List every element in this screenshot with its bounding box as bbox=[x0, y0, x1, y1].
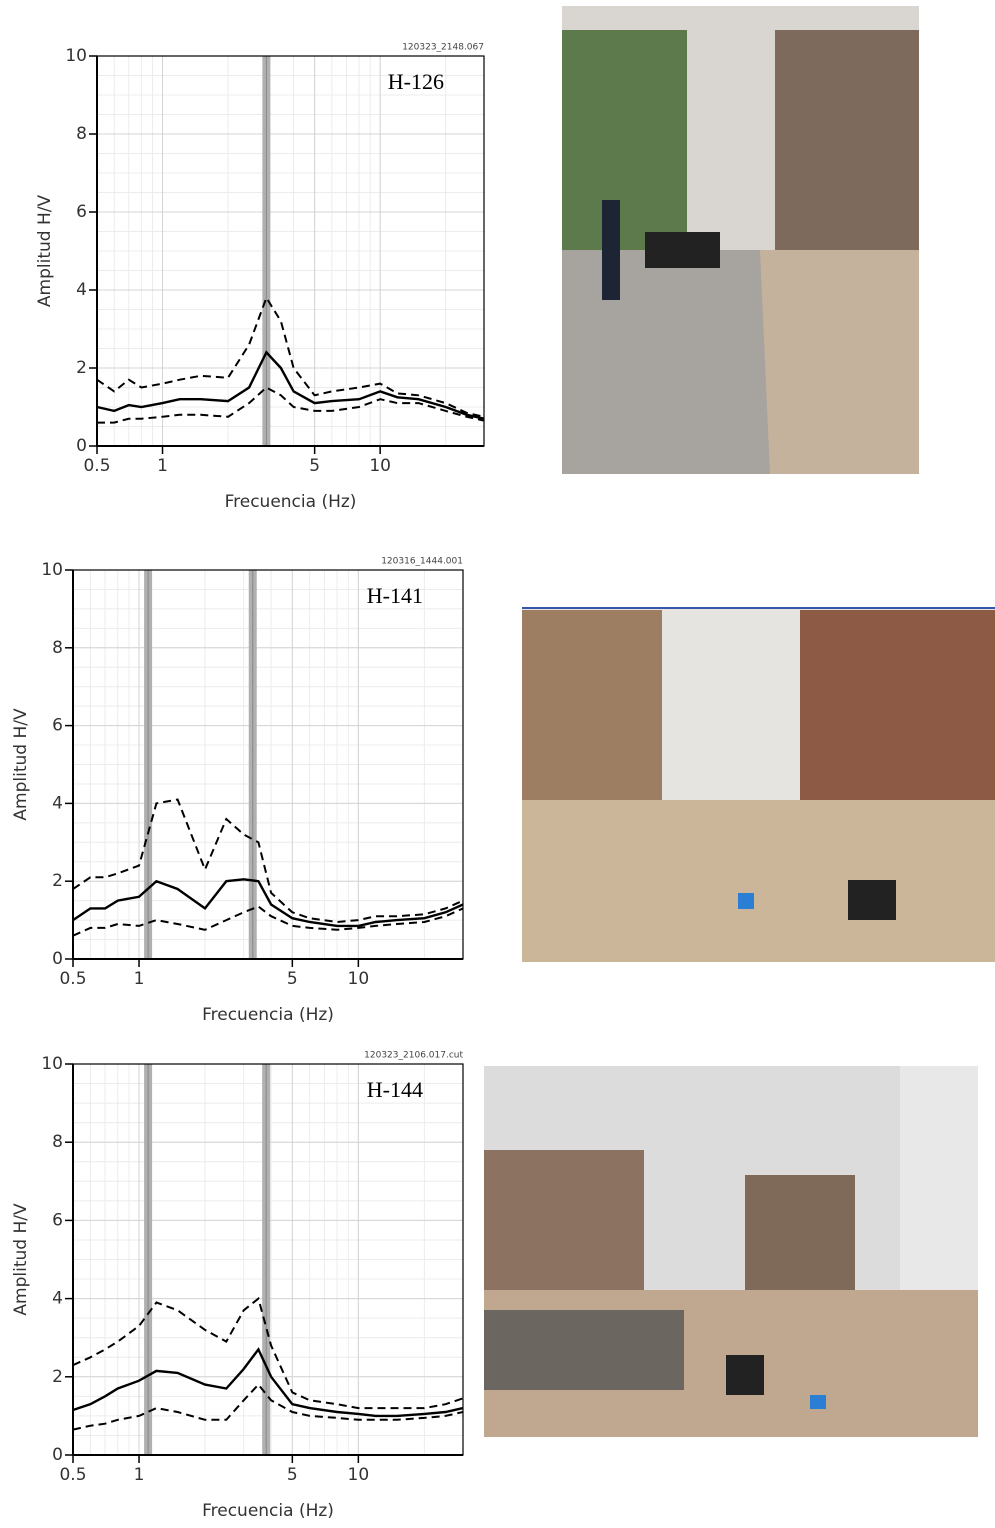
x-tick-label: 1 bbox=[157, 456, 168, 476]
y-tick-label: 0 bbox=[52, 949, 63, 969]
y-tick-label: 4 bbox=[52, 793, 63, 813]
line bbox=[96, 350, 485, 420]
y-tick-label: 0 bbox=[76, 436, 87, 456]
line bbox=[96, 295, 485, 418]
y-tick-label: 6 bbox=[76, 202, 87, 222]
line bbox=[72, 798, 464, 924]
file-id: 120323_2106.017.cut bbox=[364, 1051, 463, 1061]
x-tick-label: 1 bbox=[134, 1465, 145, 1485]
site-label: H-141 bbox=[367, 583, 423, 608]
file-id: 120323_2148.067 bbox=[402, 43, 484, 53]
x-tick-label: 0.5 bbox=[59, 1465, 86, 1485]
x-axis-label: Frecuencia (Hz) bbox=[225, 492, 357, 512]
x-tick-label: 10 bbox=[369, 456, 391, 476]
site-label: H-144 bbox=[367, 1077, 423, 1102]
y-tick-label: 0 bbox=[52, 1445, 63, 1465]
x-tick-label: 5 bbox=[309, 456, 320, 476]
line bbox=[72, 1347, 464, 1418]
y-tick-label: 8 bbox=[76, 124, 87, 144]
y-tick-label: 4 bbox=[52, 1289, 63, 1309]
x-tick-label: 10 bbox=[348, 1465, 370, 1485]
y-tick-label: 6 bbox=[52, 716, 63, 736]
file-id: 120316_1444.001 bbox=[381, 557, 463, 567]
line bbox=[72, 878, 464, 928]
y-axis-label: Amplitud H/V bbox=[11, 708, 31, 821]
y-tick-label: 2 bbox=[52, 1367, 63, 1387]
y-tick-label: 4 bbox=[76, 280, 87, 300]
chart: 0 2 4 6 8 10 0.5 1 5 10 Frecuencia (Hz) Amplitud H/… bbox=[35, 43, 485, 512]
y-tick-label: 2 bbox=[76, 358, 87, 378]
y-tick-label: 10 bbox=[41, 560, 63, 580]
chart: 0 2 4 6 8 10 0.5 1 5 10 Frecuencia (Hz) Amplitud H/… bbox=[11, 557, 464, 1025]
y-axis-label: Amplitud H/V bbox=[11, 1203, 31, 1316]
line bbox=[72, 905, 464, 937]
x-tick-label: 5 bbox=[287, 969, 298, 989]
x-tick-label: 5 bbox=[287, 1465, 298, 1485]
y-axis-label: Amplitud H/V bbox=[35, 195, 55, 308]
x-tick-label: 10 bbox=[348, 969, 370, 989]
x-axis-label: Frecuencia (Hz) bbox=[202, 1501, 334, 1521]
line bbox=[72, 1383, 464, 1431]
chart: 0 2 4 6 8 10 0.5 1 5 10 Frecuencia (Hz) Amplitud H/… bbox=[11, 1051, 464, 1521]
y-tick-label: 10 bbox=[65, 46, 87, 66]
x-axis-label: Frecuencia (Hz) bbox=[202, 1005, 334, 1025]
y-tick-label: 10 bbox=[41, 1054, 63, 1074]
y-tick-label: 8 bbox=[52, 638, 63, 658]
x-tick-label: 0.5 bbox=[83, 456, 110, 476]
y-tick-label: 2 bbox=[52, 871, 63, 891]
x-tick-label: 0.5 bbox=[59, 969, 86, 989]
x-tick-label: 1 bbox=[134, 969, 145, 989]
y-tick-label: 6 bbox=[52, 1210, 63, 1230]
line bbox=[97, 386, 485, 424]
photo bbox=[522, 607, 995, 962]
y-tick-label: 8 bbox=[52, 1132, 63, 1152]
photo bbox=[484, 1066, 978, 1437]
photo bbox=[562, 6, 919, 474]
site-label: H-126 bbox=[388, 69, 444, 94]
line bbox=[72, 1296, 464, 1410]
